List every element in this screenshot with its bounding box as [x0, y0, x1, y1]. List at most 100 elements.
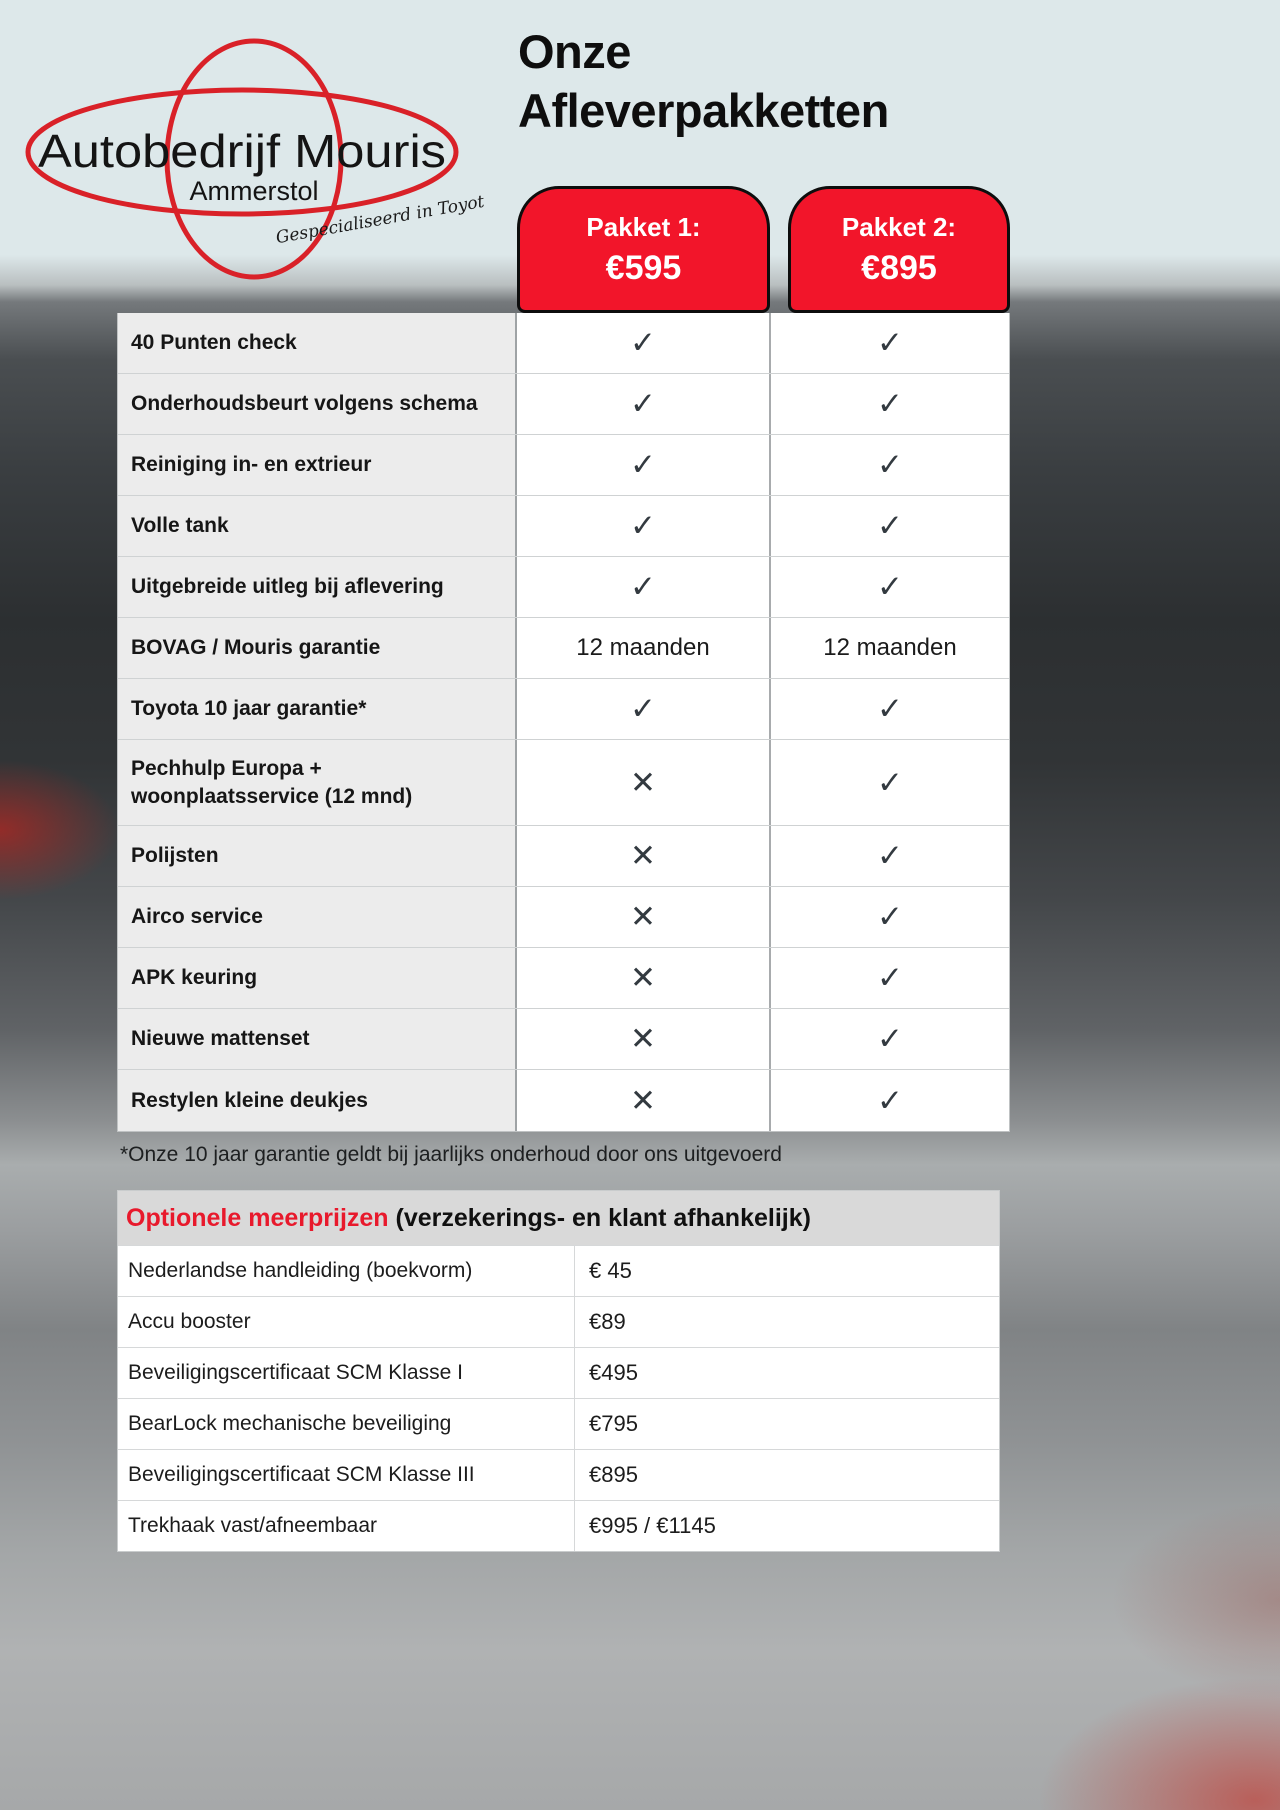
logo-tall-ellipse: [164, 38, 344, 280]
pakket-1-cell: ✓: [517, 374, 771, 434]
option-label: Beveiligingscertificaat SCM Klasse III: [118, 1450, 575, 1500]
table-row: Nieuwe mattenset ✕ ✓: [118, 1009, 1009, 1070]
feature-label: Toyota 10 jaar garantie*: [118, 679, 517, 739]
option-label: Beveiligingscertificaat SCM Klasse I: [118, 1348, 575, 1398]
dealer-logo: Autobedrijf Mouris Ammerstol Gespecialis…: [25, 38, 484, 280]
option-price: € 45: [589, 1258, 632, 1283]
table-row: Reiniging in- en extrieur ✓ ✓: [118, 435, 1009, 496]
option-label: Nederlandse handleiding (boekvorm): [118, 1246, 575, 1296]
pakket-2-cell: ✓: [771, 1009, 1009, 1069]
option-price: €795: [589, 1411, 638, 1436]
pakket-2-cell: ✓: [771, 496, 1009, 556]
table-row: Onderhoudsbeurt volgens schema ✓ ✓: [118, 374, 1009, 435]
option-row: Beveiligingscertificaat SCM Klasse III €…: [118, 1449, 999, 1500]
option-row: Accu booster €89: [118, 1296, 999, 1347]
feature-label: Onderhoudsbeurt volgens schema: [118, 374, 517, 434]
feature-label: APK keuring: [118, 948, 517, 1008]
feature-label: 40 Punten check: [118, 313, 517, 373]
option-row: Nederlandse handleiding (boekvorm) € 45: [118, 1245, 999, 1296]
feature-label-text: Onderhoudsbeurt volgens schema: [131, 392, 478, 416]
feature-label-text: Restylen kleine deukjes: [131, 1088, 368, 1112]
optional-extras-heading: Optionele meerprijzen (verzekerings- en …: [118, 1191, 999, 1245]
feature-label-text: Nieuwe mattenset: [131, 1027, 310, 1051]
option-row: Beveiligingscertificaat SCM Klasse I €49…: [118, 1347, 999, 1398]
pakket-1-cell: ✓: [517, 313, 771, 373]
feature-label: Volle tank: [118, 496, 517, 556]
pakket-1-header-card: Pakket 1: €595: [517, 186, 770, 313]
feature-label-text: Volle tank: [131, 514, 229, 538]
table-row: APK keuring ✕ ✓: [118, 948, 1009, 1009]
option-price: €895: [589, 1462, 638, 1487]
pakket-2-cell: ✓: [771, 557, 1009, 617]
pakket-2-header-card: Pakket 2: €895: [788, 186, 1010, 313]
table-row: Toyota 10 jaar garantie* ✓ ✓: [118, 679, 1009, 740]
feature-label: Airco service: [118, 887, 517, 947]
pakket-1-cell: ✕: [517, 740, 771, 825]
pakket-1-cell: ✓: [517, 679, 771, 739]
option-label: Trekhaak vast/afneembaar: [118, 1501, 575, 1551]
option-price: €89: [589, 1309, 626, 1334]
feature-label-text: Toyota 10 jaar garantie*: [131, 697, 367, 721]
option-price: €995 / €1145: [589, 1513, 716, 1538]
pakket-1-cell: ✕: [517, 948, 771, 1008]
table-row: Polijsten ✕ ✓: [118, 826, 1009, 887]
table-row: Pechhulp Europa + woonplaatsservice (12 …: [118, 740, 1009, 826]
feature-label: Nieuwe mattenset: [118, 1009, 517, 1069]
package-comparison-table: 40 Punten check ✓ ✓ Onderhoudsbeurt volg…: [117, 313, 1010, 1132]
pakket-2-cell: ✓: [771, 826, 1009, 886]
page-title-line1: Onze: [518, 25, 631, 78]
feature-label: Polijsten: [118, 826, 517, 886]
feature-label-text: Airco service: [131, 905, 263, 929]
pakket-2-cell: 12 maanden: [771, 618, 1009, 678]
page-title: Onze Afleverpakketten: [518, 22, 1158, 140]
pakket-2-cell: ✓: [771, 740, 1009, 825]
pakket-1-cell: ✕: [517, 1070, 771, 1131]
pakket-2-cell: ✓: [771, 948, 1009, 1008]
option-label: BearLock mechanische beveiliging: [118, 1399, 575, 1449]
feature-label: Reiniging in- en extrieur: [118, 435, 517, 495]
logo-company-name: Autobedrijf Mouris: [38, 125, 446, 177]
logo-wide-ellipse: [25, 87, 459, 217]
feature-label: Restylen kleine deukjes: [118, 1070, 517, 1131]
pakket-2-price: €895: [861, 248, 937, 287]
feature-label-text: APK keuring: [131, 966, 258, 990]
logo-city: Ammerstol: [189, 176, 318, 206]
feature-label-text: BOVAG / Mouris garantie: [131, 636, 381, 660]
feature-label-text: 40 Punten check: [131, 331, 297, 355]
pakket-2-cell: ✓: [771, 887, 1009, 947]
pakket-1-cell: ✓: [517, 557, 771, 617]
table-row: Volle tank ✓ ✓: [118, 496, 1009, 557]
pakket-1-cell: 12 maanden: [517, 618, 771, 678]
pakket-2-cell: ✓: [771, 1070, 1009, 1131]
pakket-1-cell: ✓: [517, 496, 771, 556]
feature-label: Uitgebreide uitleg bij aflevering: [118, 557, 517, 617]
table-row: 40 Punten check ✓ ✓: [118, 313, 1009, 374]
pakket-1-price: €595: [605, 248, 682, 287]
optional-extras-heading-accent: Optionele meerprijzen: [126, 1203, 389, 1232]
option-row: Trekhaak vast/afneembaar €995 / €1145: [118, 1500, 999, 1551]
pakket-1-cell: ✓: [517, 435, 771, 495]
feature-label-text: Polijsten: [131, 844, 219, 868]
table-row: Airco service ✕ ✓: [118, 887, 1009, 948]
optional-extras-heading-rest: (verzekerings- en klant afhankelijk): [388, 1203, 811, 1232]
pakket-2-label: Pakket 2:: [841, 211, 957, 242]
feature-label-text: Pechhulp Europa + woonplaatsservice (12 …: [131, 757, 413, 808]
pakket-2-cell: ✓: [771, 679, 1009, 739]
option-row: BearLock mechanische beveiliging €795: [118, 1398, 999, 1449]
option-label: Accu booster: [118, 1297, 575, 1347]
pakket-2-cell: ✓: [771, 374, 1009, 434]
table-row: Restylen kleine deukjes ✕ ✓: [118, 1070, 1009, 1131]
guarantee-footnote: *Onze 10 jaar garantie geldt bij jaarlij…: [120, 1143, 782, 1166]
feature-label: BOVAG / Mouris garantie: [118, 618, 517, 678]
option-price: €495: [589, 1360, 638, 1385]
pakket-1-cell: ✕: [517, 826, 771, 886]
table-row: Uitgebreide uitleg bij aflevering ✓ ✓: [118, 557, 1009, 618]
pakket-2-cell: ✓: [771, 435, 1009, 495]
pakket-1-cell: ✕: [517, 1009, 771, 1069]
pakket-2-cell: ✓: [771, 313, 1009, 373]
page-title-line2: Afleverpakketten: [518, 84, 889, 138]
pakket-1-label: Pakket 1:: [586, 211, 701, 242]
table-row: BOVAG / Mouris garantie 12 maanden 12 ma…: [118, 618, 1009, 679]
pakket-1-cell: ✕: [517, 887, 771, 947]
